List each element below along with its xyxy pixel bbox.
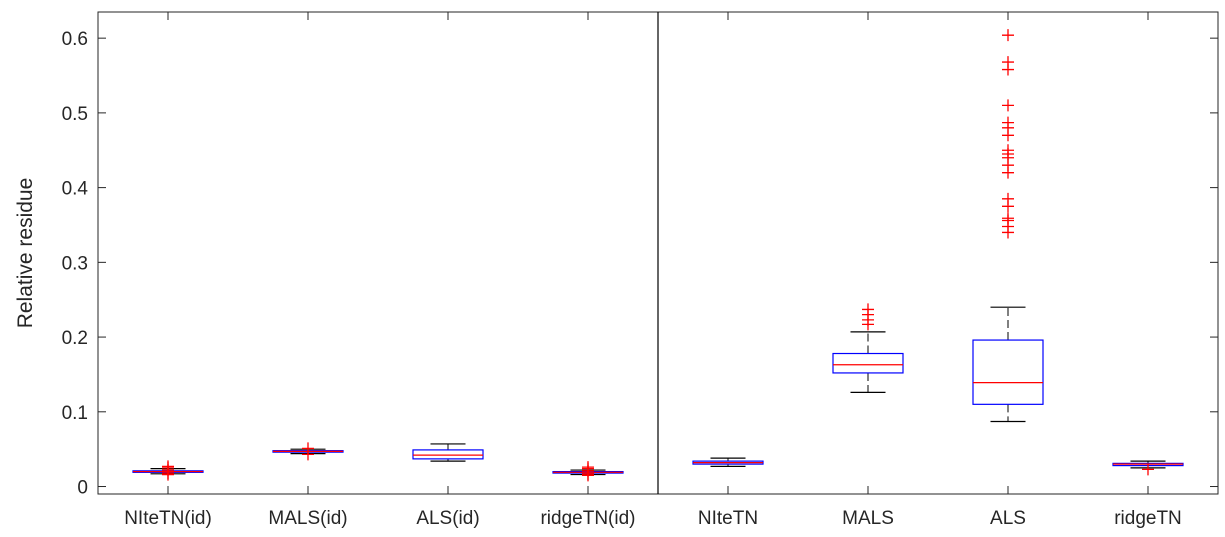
y-tick-label: 0.1 — [62, 403, 88, 424]
outlier-marker — [1002, 212, 1014, 225]
plot-layer: 0 0.1 0.2 0.3 0.4 0.5 0.6 NIteTN(id) MALS(id) ALS… — [62, 12, 1218, 529]
outlier-marker — [582, 461, 594, 474]
y-tick-label: 0.2 — [62, 328, 88, 349]
x-tick-label: ALS — [990, 508, 1026, 529]
box — [972, 339, 1044, 405]
outlier-marker — [1002, 99, 1014, 112]
x-tick-label: ridgeTN(id) — [540, 508, 635, 529]
x-tick-label: ALS(id) — [416, 508, 479, 529]
outlier-marker — [1002, 116, 1014, 129]
x-tick-label: ridgeTN — [1114, 508, 1182, 529]
y-tick-label: 0.4 — [62, 179, 89, 200]
x-tick-label: MALS(id) — [268, 508, 347, 529]
y-tick-label: 0 — [77, 478, 88, 499]
outlier-marker — [862, 303, 874, 316]
y-tick-label: 0.3 — [62, 253, 88, 274]
y-tick-label: 0.6 — [62, 29, 88, 50]
x-tick-label: NIteTN — [698, 508, 758, 529]
outlier-marker — [302, 442, 314, 455]
y-tick-label: 0.5 — [62, 104, 88, 125]
box — [832, 352, 904, 374]
box — [412, 449, 484, 460]
y-axis-label: Relative residue — [14, 178, 37, 329]
outlier-marker — [1002, 144, 1014, 157]
x-tick-label: MALS — [842, 508, 894, 529]
outlier-marker — [1002, 29, 1014, 42]
x-tick-label: NIteTN(id) — [124, 508, 212, 529]
outlier-marker — [1142, 463, 1154, 476]
outlier-marker — [1002, 56, 1014, 69]
outlier-marker — [162, 460, 174, 473]
outlier-marker — [1002, 192, 1014, 205]
